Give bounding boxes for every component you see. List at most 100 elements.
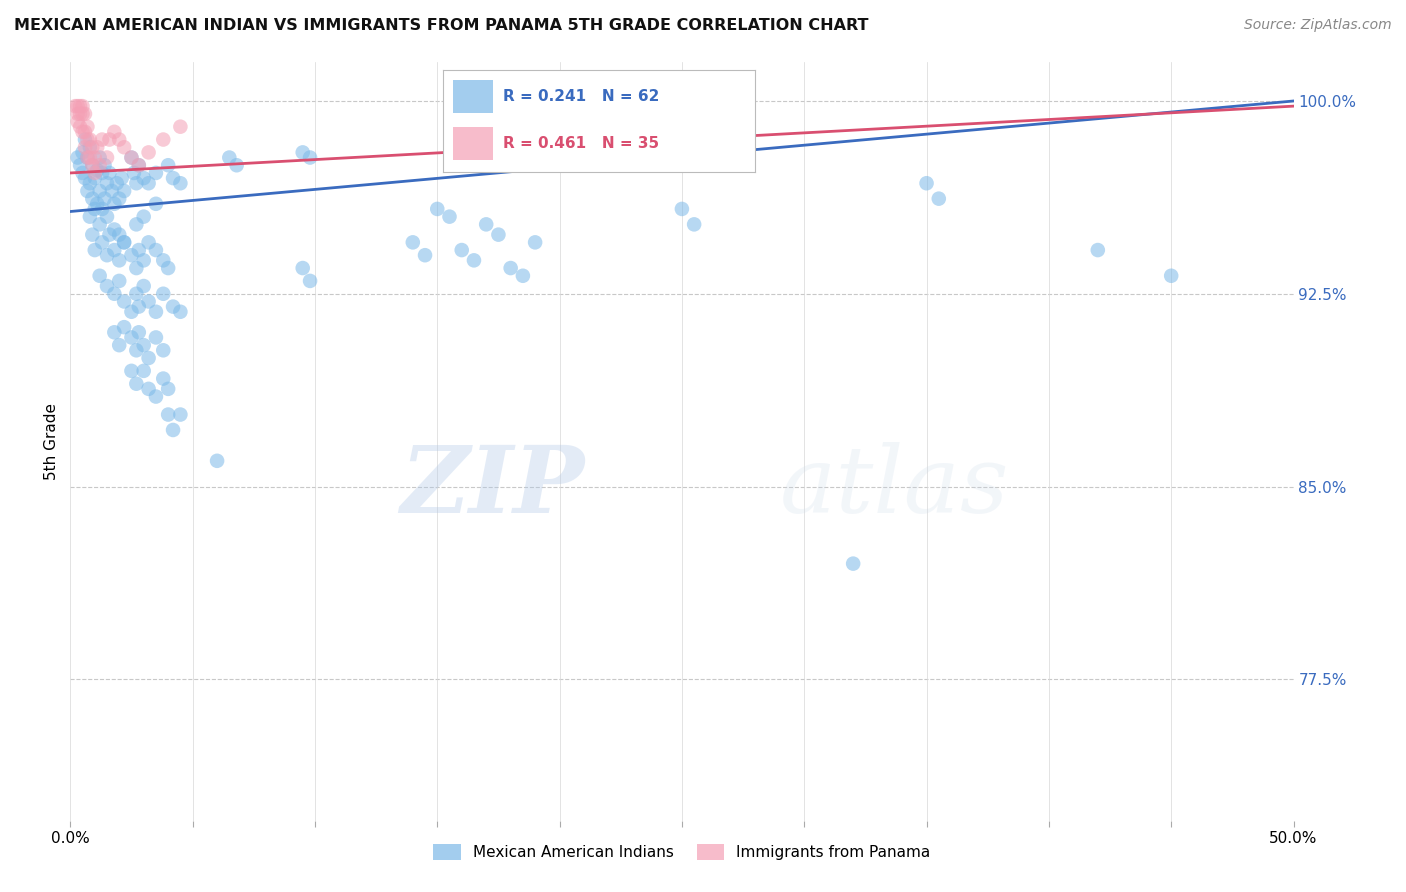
Point: [132, 279, 155, 293]
Point: [105, 176, 128, 190]
Point: [145, 390, 167, 404]
Point: [132, 364, 155, 378]
Point: [152, 371, 174, 385]
Point: [162, 423, 184, 437]
Point: [145, 243, 167, 257]
Point: [76, 184, 98, 198]
Point: [103, 326, 125, 340]
Point: [128, 158, 150, 172]
Point: [426, 202, 449, 216]
Point: [66, 99, 89, 113]
Point: [66, 151, 89, 165]
Point: [121, 151, 143, 165]
Point: [499, 261, 522, 276]
Y-axis label: 5th Grade: 5th Grade: [44, 403, 59, 480]
Point: [73, 140, 96, 154]
Point: [91, 235, 114, 250]
Point: [86, 196, 108, 211]
Point: [79, 132, 101, 146]
Point: [121, 151, 143, 165]
Point: [79, 151, 101, 165]
Point: [138, 145, 160, 160]
Point: [96, 151, 118, 165]
Point: [138, 382, 160, 396]
Point: [125, 261, 148, 276]
Point: [475, 218, 498, 232]
Point: [86, 140, 108, 154]
Point: [132, 171, 155, 186]
Point: [73, 107, 96, 121]
Point: [103, 222, 125, 236]
Point: [842, 557, 865, 571]
Point: [73, 132, 96, 146]
Point: [83, 171, 105, 186]
Point: [93, 158, 115, 172]
Point: [132, 338, 155, 352]
Point: [69, 99, 91, 113]
Point: [76, 120, 98, 134]
Point: [96, 248, 118, 262]
Point: [112, 235, 135, 250]
Point: [122, 166, 145, 180]
Point: [112, 235, 135, 250]
Point: [218, 151, 240, 165]
Point: [125, 176, 148, 190]
Point: [291, 261, 314, 276]
Point: [103, 196, 125, 211]
Point: [138, 351, 160, 365]
Point: [145, 304, 167, 318]
Point: [91, 166, 114, 180]
Point: [76, 151, 98, 165]
Point: [524, 235, 547, 250]
Point: [79, 140, 101, 154]
Point: [128, 326, 150, 340]
Point: [96, 210, 118, 224]
Point: [103, 243, 125, 257]
Point: [125, 286, 148, 301]
Point: [121, 364, 143, 378]
Point: [145, 330, 167, 344]
Point: [82, 140, 104, 154]
Point: [82, 158, 104, 172]
Point: [683, 218, 706, 232]
Point: [125, 376, 148, 391]
Text: Source: ZipAtlas.com: Source: ZipAtlas.com: [1244, 18, 1392, 32]
Point: [73, 125, 96, 139]
Point: [103, 125, 125, 139]
Point: [205, 454, 228, 468]
Point: [169, 408, 191, 422]
Point: [128, 243, 150, 257]
Point: [152, 343, 174, 358]
Point: [108, 338, 131, 352]
Point: [488, 227, 510, 242]
Point: [82, 158, 104, 172]
Point: [91, 132, 114, 146]
Point: [98, 166, 121, 180]
Point: [79, 176, 101, 190]
Point: [125, 343, 148, 358]
Point: [121, 304, 143, 318]
Point: [108, 132, 131, 146]
Point: [83, 151, 105, 165]
Point: [103, 286, 125, 301]
Point: [83, 202, 105, 216]
Point: [112, 140, 135, 154]
Point: [112, 294, 135, 309]
Point: [66, 114, 89, 128]
Point: [132, 253, 155, 268]
Point: [72, 99, 94, 113]
Point: [145, 166, 167, 180]
Point: [89, 158, 111, 172]
Point: [1160, 268, 1182, 283]
Point: [72, 107, 94, 121]
Point: [66, 107, 89, 121]
Point: [101, 184, 124, 198]
Point: [1087, 243, 1109, 257]
Point: [73, 171, 96, 186]
Point: [152, 286, 174, 301]
Point: [162, 300, 184, 314]
Point: [83, 166, 105, 180]
Point: [512, 268, 534, 283]
Point: [138, 235, 160, 250]
Point: [93, 192, 115, 206]
